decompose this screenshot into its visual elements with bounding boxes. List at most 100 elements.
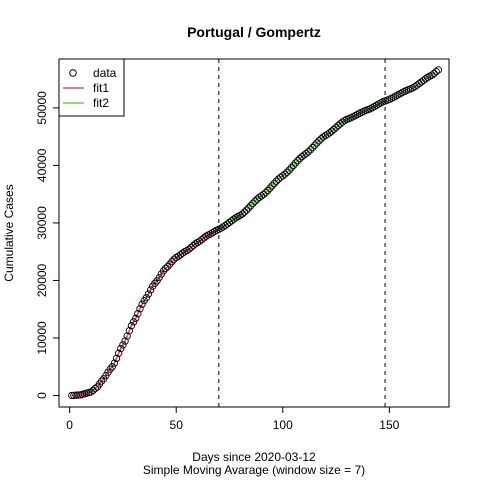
data-point xyxy=(424,73,432,82)
data-point xyxy=(112,354,121,363)
data-point xyxy=(129,318,138,326)
data-point xyxy=(315,137,323,145)
legend-data-label: data xyxy=(93,66,117,80)
data-point xyxy=(115,349,123,357)
data-point xyxy=(168,257,176,266)
data-point xyxy=(259,190,268,199)
data-point xyxy=(240,208,249,216)
x-axis: 0 50 100 150 xyxy=(66,406,400,432)
chart-title: Portugal / Gompertz xyxy=(187,24,321,40)
data-point xyxy=(191,240,200,248)
data-point xyxy=(232,214,240,222)
x-tick-label: 0 xyxy=(66,418,73,432)
data-point xyxy=(106,365,114,373)
data-point xyxy=(285,166,293,174)
data-point xyxy=(313,139,321,147)
y-axis-label: Cumulative Cases xyxy=(2,184,16,281)
legend-fit1-label: fit1 xyxy=(93,81,109,95)
data-point xyxy=(294,157,302,165)
data-points xyxy=(68,66,442,400)
data-point xyxy=(302,149,310,158)
y-tick-label: 40000 xyxy=(35,148,49,182)
data-point xyxy=(119,341,127,349)
data-point xyxy=(330,125,338,133)
y-axis: 0 10000 20000 30000 40000 50000 xyxy=(35,91,60,399)
data-point xyxy=(144,290,153,298)
data-point xyxy=(287,164,295,172)
data-point xyxy=(125,327,133,335)
x-tick-label: 150 xyxy=(379,418,399,432)
y-tick-label: 50000 xyxy=(35,91,49,125)
data-point xyxy=(134,310,142,318)
data-point xyxy=(87,388,95,396)
data-point xyxy=(151,279,159,287)
data-point xyxy=(264,186,272,195)
data-point xyxy=(289,161,298,170)
data-point xyxy=(91,384,99,393)
data-point xyxy=(110,359,119,367)
legend-fit2-label: fit2 xyxy=(93,96,109,110)
data-point xyxy=(138,300,146,308)
data-point xyxy=(270,179,278,188)
data-point xyxy=(432,67,440,76)
data-point xyxy=(266,184,274,192)
data-point xyxy=(311,141,319,149)
data-point xyxy=(238,210,246,218)
data-point xyxy=(262,188,270,197)
data-point xyxy=(268,182,276,190)
data-point xyxy=(166,260,174,268)
data-point xyxy=(132,314,140,322)
data-point xyxy=(247,202,255,210)
legend: data fit1 fit2 xyxy=(58,58,125,117)
data-point xyxy=(142,294,151,302)
data-point xyxy=(245,204,253,212)
data-point xyxy=(127,322,136,330)
fit1-line xyxy=(71,228,220,397)
data-point xyxy=(291,159,300,167)
x-axis-label: Days since 2020-03-12 xyxy=(192,450,316,464)
y-tick-label: 10000 xyxy=(35,321,49,355)
data-point xyxy=(97,377,106,385)
data-point xyxy=(430,69,438,78)
x-axis-sublabel: Simple Moving Avarage (window size = 7) xyxy=(143,463,365,477)
data-point xyxy=(136,305,144,313)
data-point xyxy=(428,71,436,79)
data-point xyxy=(249,199,257,208)
data-point xyxy=(370,102,379,111)
data-point xyxy=(281,170,289,178)
x-tick-label: 100 xyxy=(273,418,293,432)
data-point xyxy=(187,243,195,252)
data-point xyxy=(146,286,155,294)
data-point xyxy=(164,262,172,271)
data-point xyxy=(206,230,214,238)
data-point xyxy=(251,197,259,205)
x-tick-label: 50 xyxy=(170,418,184,432)
data-point xyxy=(328,127,336,135)
y-tick-label: 30000 xyxy=(35,206,49,240)
data-point xyxy=(306,146,315,154)
data-point xyxy=(434,66,442,74)
vertical-lines xyxy=(218,59,386,407)
data-point xyxy=(202,232,210,240)
legend-data-symbol xyxy=(69,69,77,77)
data-point xyxy=(272,177,281,185)
data-point xyxy=(108,363,116,371)
data-point xyxy=(159,267,168,275)
data-point xyxy=(242,206,251,214)
data-point xyxy=(161,264,170,273)
data-point xyxy=(121,337,129,345)
data-point xyxy=(283,168,291,176)
y-tick-label: 20000 xyxy=(35,263,49,297)
data-point xyxy=(185,245,193,253)
data-point xyxy=(210,227,219,236)
y-tick-label: 0 xyxy=(35,392,49,399)
data-point xyxy=(89,386,97,395)
data-point xyxy=(304,148,312,156)
data-point xyxy=(308,143,317,152)
data-point xyxy=(208,229,217,237)
data-point xyxy=(332,123,340,132)
data-point xyxy=(417,78,425,86)
data-point xyxy=(372,101,381,109)
data-point xyxy=(117,344,125,353)
